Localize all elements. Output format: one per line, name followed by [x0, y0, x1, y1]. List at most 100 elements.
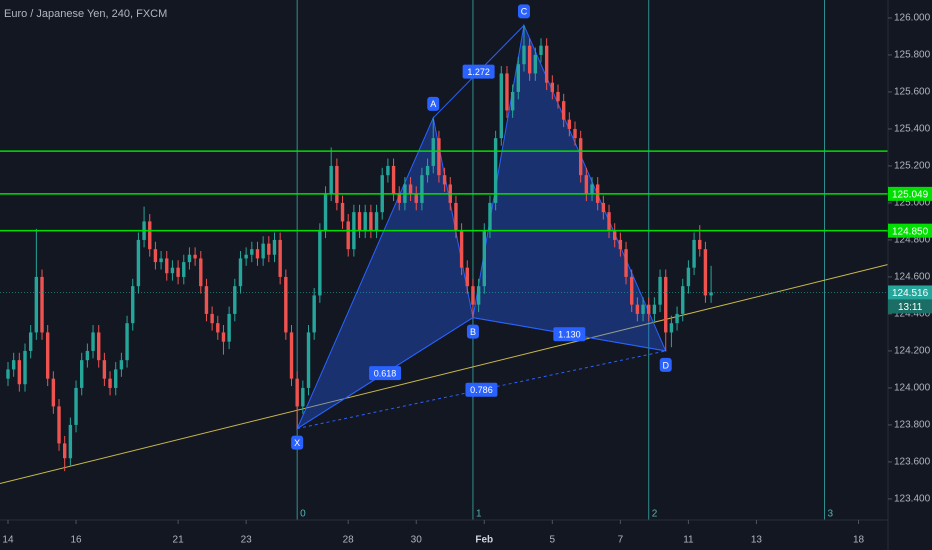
candle-body	[250, 249, 254, 255]
y-tick-label: 126.000	[894, 13, 931, 24]
x-tick-label: 7	[618, 535, 624, 546]
candle-body	[170, 267, 175, 274]
candle-body	[108, 378, 112, 388]
candle-body	[97, 332, 101, 361]
price-label: 124.850	[892, 226, 929, 237]
candle-body	[40, 276, 44, 333]
candle-body	[323, 193, 328, 231]
candle-body	[584, 175, 589, 194]
candle-body	[312, 295, 316, 333]
candle-body	[652, 304, 657, 314]
candle-body	[6, 369, 10, 379]
candle-body	[318, 230, 322, 296]
pattern-point	[517, 4, 530, 19]
countdown-box	[888, 299, 932, 314]
candle-body	[499, 73, 503, 139]
leg-label: 1.272	[467, 67, 490, 77]
candle-body	[272, 239, 277, 255]
price-label: 125.049	[892, 190, 929, 201]
candle-body	[176, 267, 180, 277]
candle-body	[301, 387, 305, 407]
candle-body	[233, 286, 237, 314]
price-label-box	[888, 223, 932, 238]
candle-body	[692, 239, 696, 268]
x-tick-label: 11	[683, 535, 694, 546]
candle-body	[561, 101, 566, 120]
candle-body	[374, 212, 379, 231]
candle-body	[527, 45, 532, 74]
candle-body	[114, 369, 118, 388]
pattern-point	[291, 435, 304, 450]
cycle-label: 0	[300, 509, 306, 520]
candle-body	[238, 258, 243, 287]
candle-body	[91, 332, 95, 351]
candle-body	[431, 138, 435, 166]
candle-body	[630, 276, 634, 305]
candle-body	[210, 313, 214, 324]
candle-body	[284, 276, 288, 333]
candle-body	[425, 165, 430, 176]
candle-body	[493, 138, 498, 203]
candle-body	[675, 313, 679, 324]
leg-label-box	[369, 366, 402, 381]
candle-body	[709, 292, 713, 296]
cycle-label: 1	[476, 509, 482, 520]
price-label-box	[888, 186, 932, 201]
candle-body	[17, 360, 22, 385]
y-tick-label: 123.600	[894, 457, 931, 468]
candle-body	[23, 350, 27, 385]
pattern-point-label: A	[430, 99, 436, 109]
candle-body	[386, 165, 390, 176]
candle-body	[363, 212, 367, 231]
candle-body	[45, 332, 50, 379]
candle-body	[437, 138, 441, 176]
candle-body	[148, 221, 152, 250]
x-tick-label: 21	[173, 535, 185, 546]
candle-body	[578, 138, 583, 176]
candle-body	[204, 286, 209, 314]
candle-body	[505, 73, 509, 111]
candle-body	[476, 286, 481, 305]
y-tick-label: 124.400	[894, 309, 931, 320]
y-tick-label: 123.400	[894, 494, 931, 505]
candle-body	[199, 258, 203, 287]
candle-body	[340, 202, 345, 222]
y-tick-label: 125.000	[894, 198, 931, 209]
y-tick-label: 124.200	[894, 346, 931, 357]
leg-label: 0.786	[470, 385, 493, 395]
candle-body	[698, 239, 702, 250]
candle-body	[703, 249, 708, 296]
candle-body	[193, 254, 197, 259]
candle-body	[255, 249, 260, 259]
leg-label: 1.130	[558, 330, 581, 340]
candle-body	[80, 360, 84, 388]
y-tick-label: 124.800	[894, 235, 931, 246]
candle-body	[261, 243, 265, 259]
x-tick-label: 13	[751, 535, 763, 546]
x-tick-label: 18	[853, 535, 865, 546]
candle-body	[335, 165, 339, 203]
candle-body	[482, 230, 486, 287]
candle-body	[57, 406, 61, 444]
countdown: 13:11	[898, 302, 923, 313]
candle-body	[357, 212, 362, 231]
candle-body	[516, 64, 521, 92]
candle-body	[397, 193, 401, 203]
candle-body	[11, 360, 16, 370]
candle-body	[187, 254, 192, 263]
leg-label-box	[465, 382, 498, 397]
pattern-point-label: B	[470, 327, 476, 337]
candle-body	[346, 221, 350, 250]
chart-title: Euro / Japanese Yen, 240, FXCM	[4, 8, 167, 20]
candle-body	[459, 230, 464, 268]
y-tick-label: 124.000	[894, 383, 931, 394]
candle-body	[590, 184, 594, 194]
y-tick-label: 125.800	[894, 50, 931, 61]
candle-body	[658, 276, 662, 305]
candle-body	[454, 202, 458, 231]
pattern-point	[427, 96, 440, 111]
candle-body	[442, 175, 447, 185]
candle-body	[369, 212, 373, 231]
leg-label-box	[553, 327, 586, 342]
